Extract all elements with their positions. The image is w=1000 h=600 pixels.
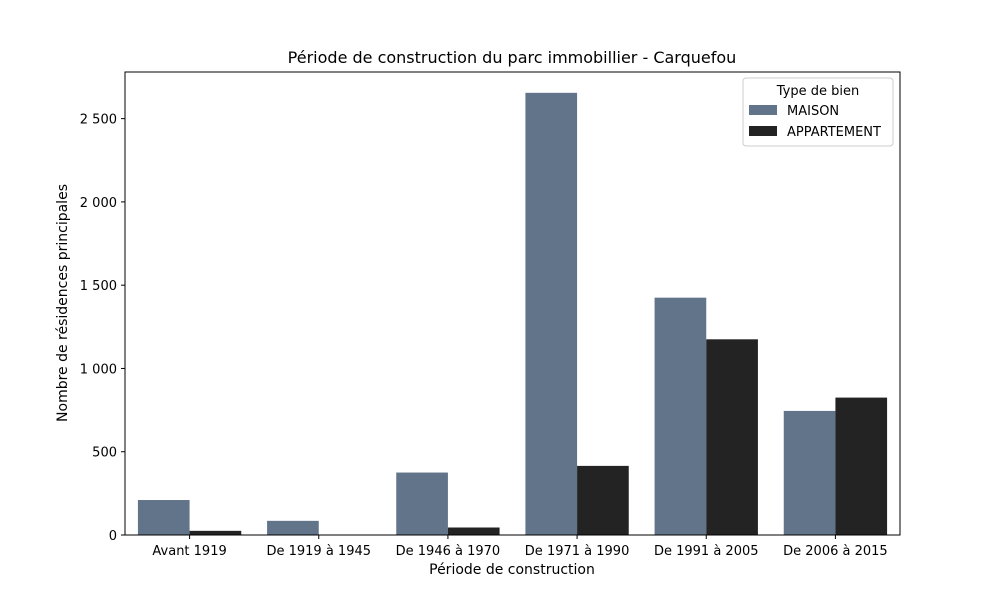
legend-title: Type de bien	[776, 84, 859, 99]
bar-maison-5	[783, 410, 836, 535]
plot-frame	[124, 71, 901, 536]
y-tick-label: 500	[92, 446, 117, 461]
legend: Type de bien MAISON APPARTEMENT	[742, 77, 894, 147]
y-tick-label: 2 000	[80, 196, 117, 211]
x-tick-label: De 2006 à 2015	[783, 544, 888, 559]
x-axis-label: Période de construction	[429, 562, 595, 578]
bar-maison-1	[267, 520, 319, 535]
bars-layer	[137, 92, 888, 535]
x-tick-label: De 1946 à 1970	[396, 544, 501, 559]
bar-appartement-2	[447, 527, 500, 535]
y-tick-label: 1 000	[80, 362, 117, 377]
y-tick-label: 0	[109, 529, 117, 544]
legend-swatch-maison	[749, 105, 777, 115]
y-tick-label: 1 500	[80, 279, 117, 294]
x-tick-label: De 1919 à 1945	[266, 544, 371, 559]
legend-box	[742, 77, 894, 147]
x-tick-label: De 1971 à 1990	[525, 544, 630, 559]
x-tick-label: De 1991 à 2005	[654, 544, 759, 559]
bar-appartement-4	[706, 339, 758, 535]
legend-swatch-appartement	[749, 126, 777, 136]
bar-maison-4	[654, 297, 707, 535]
y-axis-label: Nombre de résidences principales	[55, 184, 71, 422]
x-axis: Avant 1919 De 1919 à 1945 De 1946 à 1970 De…	[152, 535, 888, 559]
bar-maison-0	[137, 500, 190, 535]
chart-title: Période de construction du parc immobill…	[288, 48, 737, 67]
legend-items: MAISON APPARTEMENT	[749, 104, 881, 140]
y-tick-label: 2 500	[80, 113, 117, 128]
legend-label-appartement: APPARTEMENT	[787, 125, 881, 140]
bar-appartement-3	[577, 465, 629, 535]
y-axis: 0 500 1 000 1 500 2 000 2 500	[80, 113, 125, 544]
bar-appartement-0	[189, 530, 242, 535]
legend-label-maison: MAISON	[787, 104, 839, 119]
bar-maison-2	[396, 472, 448, 535]
bar-appartement-5	[835, 397, 888, 535]
bar-maison-3	[525, 92, 578, 535]
x-tick-label: Avant 1919	[152, 544, 226, 559]
